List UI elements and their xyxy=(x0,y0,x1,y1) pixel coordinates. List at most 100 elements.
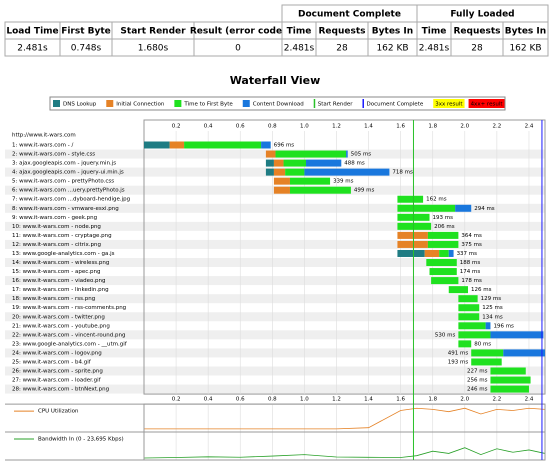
page-url: http://www.it-wars.com xyxy=(12,133,76,139)
duration-label: 188 ms xyxy=(460,260,481,266)
column-header: First Byte xyxy=(61,27,111,37)
request-label: 14: www.it-wars.com - wireless.png xyxy=(12,260,109,266)
legend-label: Document Complete xyxy=(366,102,423,108)
legend-swatch xyxy=(468,99,505,108)
request-label: 27: www.it-wars.com - loader.gif xyxy=(12,378,102,384)
bar-segment xyxy=(490,385,529,393)
duration-label: 178 ms xyxy=(461,278,482,284)
line-series xyxy=(144,407,546,430)
duration-label: 339 ms xyxy=(333,179,354,185)
bar-segment xyxy=(304,168,390,176)
row-stripe xyxy=(5,312,545,322)
request-label: 3: ajax.googleapis.com - jquery.min.js xyxy=(12,161,116,167)
row-stripe xyxy=(5,221,545,231)
duration-label: 375 ms xyxy=(461,242,482,248)
request-label: 16: www.it-wars.com - viadeo.png xyxy=(12,278,106,284)
column-header: Bytes In xyxy=(372,27,413,37)
x-tick-label: 0.6 xyxy=(236,124,245,130)
bar-segment xyxy=(471,358,502,366)
column-header: Load Time xyxy=(6,27,58,37)
duration-label: 488 ms xyxy=(344,161,365,167)
request-label: 18: www.it-wars.com - rss.png xyxy=(12,296,95,302)
column-header: Start Render xyxy=(120,27,186,37)
legend-label: 4xx+ result xyxy=(471,102,504,108)
bar-segment xyxy=(458,304,480,312)
request-label: 28: www.it-wars.com - btnNext.png xyxy=(12,387,109,393)
legend-swatch xyxy=(313,99,316,108)
request-label: 13: www.google-analytics.com - ga.js xyxy=(12,251,115,257)
bar-segment xyxy=(397,222,432,230)
bar-segment xyxy=(283,159,307,167)
bar-segment xyxy=(261,141,271,149)
request-label: 24: www.it-wars.com - logov.png xyxy=(12,350,102,356)
panel-label: Bandwidth In (0 - 23,695 Kbps) xyxy=(38,437,124,443)
column-header: Time xyxy=(422,27,447,37)
legend-label: Content Download xyxy=(253,102,304,108)
panel-label: CPU Utilization xyxy=(38,409,79,415)
duration-label: 193 ms xyxy=(448,359,469,365)
bar-segment xyxy=(439,249,449,257)
request-label: 23: www.google-analytics.com - __utm.gif xyxy=(12,341,128,347)
row-stripe xyxy=(5,239,545,249)
x-tick-label: 0.8 xyxy=(268,124,277,130)
request-label: 2: www.it-wars.com - style.css xyxy=(12,152,95,158)
table-value: 1.680s xyxy=(138,44,169,54)
duration-label: 196 ms xyxy=(493,323,514,329)
x-tick-label: 2.0 xyxy=(460,124,469,130)
bar-segment xyxy=(490,331,544,339)
bar-segment xyxy=(273,186,290,194)
table-value: 162 KB xyxy=(376,44,408,54)
table-cell xyxy=(502,38,549,57)
duration-label: 193 ms xyxy=(433,215,454,221)
request-label: 4: ajax.googleapis.com - jquery-ui.min.j… xyxy=(12,170,124,176)
bar-segment xyxy=(471,349,504,357)
duration-label: 337 ms xyxy=(457,251,478,257)
table-value: 0.748s xyxy=(71,44,102,54)
bar-segment xyxy=(306,159,342,167)
x-tick-label: 2.4 xyxy=(525,124,534,130)
column-header: Bytes In xyxy=(505,27,546,37)
request-label: 15: www.it-wars.com - apec.png xyxy=(12,269,100,275)
bar-segment xyxy=(144,141,170,149)
bar-segment xyxy=(184,141,262,149)
request-label: 22: www.it-wars.com - vincent-round.png xyxy=(12,332,125,338)
legend-swatch xyxy=(362,99,364,108)
bar-segment xyxy=(458,322,486,330)
bar-segment xyxy=(397,249,425,257)
x-tick-label: 1.2 xyxy=(332,124,341,130)
x-tick-label: 0.4 xyxy=(204,124,213,130)
group-header: Fully Loaded xyxy=(450,10,514,20)
row-stripe xyxy=(5,330,545,340)
duration-label: 227 ms xyxy=(467,369,488,375)
bar-segment xyxy=(458,313,480,321)
duration-label: 718 ms xyxy=(392,170,413,176)
duration-label: 499 ms xyxy=(354,188,375,194)
bar-segment xyxy=(429,268,457,276)
duration-label: 125 ms xyxy=(482,305,503,311)
bar-segment xyxy=(458,331,491,339)
legend-label: Time to First Byte xyxy=(183,102,233,108)
request-label: 6: www.it-wars.com ...uery.prettyPhoto.j… xyxy=(12,188,125,194)
bar-segment xyxy=(397,204,456,212)
bar-segment xyxy=(265,168,274,176)
table-value: 162 KB xyxy=(509,44,541,54)
request-label: 7: www.it-wars.com ...dyboard-hendige.jp… xyxy=(12,197,130,203)
legend-swatch xyxy=(106,100,114,107)
line-series xyxy=(143,447,546,459)
request-label: 5: www.it-wars.com - prettyPhoto.css xyxy=(12,179,114,185)
request-label: 9: www.it-wars.com - geek.png xyxy=(12,215,97,221)
request-label: 21: www.it-wars.com - youtube.png xyxy=(12,323,110,329)
request-label: 8: www.it-wars.com - vmware-esxi.png xyxy=(12,206,119,212)
column-header: Time xyxy=(287,27,312,37)
duration-label: 206 ms xyxy=(434,224,455,230)
x-tick-label: 1.0 xyxy=(300,397,309,403)
bar-segment xyxy=(289,186,351,194)
x-tick-label: 2.4 xyxy=(525,397,534,403)
request-label: 26: www.it-wars.com - sprite.png xyxy=(12,369,103,375)
bar-segment xyxy=(273,159,284,167)
table-value: 0 xyxy=(235,44,241,54)
row-stripe xyxy=(5,203,545,213)
duration-label: 162 ms xyxy=(426,197,447,203)
bar-segment xyxy=(424,249,440,257)
